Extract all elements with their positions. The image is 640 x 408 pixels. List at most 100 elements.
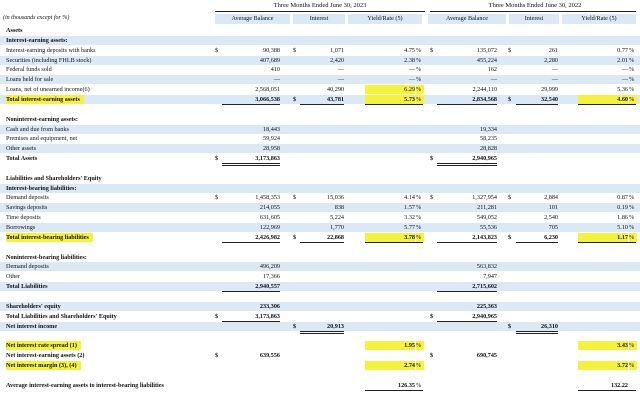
underline — [300, 241, 344, 243]
col-yield-2022: Yield/Rate (5) — [562, 14, 636, 24]
cell-y1: — — [408, 76, 415, 84]
row-label: Net interest income — [6, 322, 58, 330]
table-row: Assets — [0, 26, 640, 35]
row-label: Savings deposits — [6, 204, 48, 212]
underline — [516, 330, 558, 334]
col-interest-2022: Interest — [509, 14, 559, 24]
cell-y2: 132.22 — [610, 381, 628, 389]
cell-p2: % — [629, 86, 635, 94]
cell-i1: 40,290 — [326, 86, 344, 94]
table-row: Securities (including FHLB stock) 407,689… — [0, 55, 640, 65]
cell-i1: — — [337, 76, 344, 84]
cell-d4: $ — [508, 322, 512, 330]
cell-d2: $ — [293, 95, 297, 103]
cell-a1: 3,173,863 — [255, 155, 280, 163]
cell-i2: 2,280 — [544, 56, 558, 64]
underline — [222, 103, 280, 105]
cell-y1: — — [408, 66, 415, 74]
row-label: Time deposits — [6, 214, 41, 222]
cell-p2: % — [629, 66, 635, 74]
cell-a1: 17,366 — [262, 273, 280, 281]
cell-y1: 5.73 — [365, 94, 415, 104]
underline — [300, 103, 344, 105]
underline — [222, 163, 280, 167]
cell-y2: 5.36 — [617, 86, 628, 94]
row-label: Other — [6, 273, 21, 281]
table-row — [0, 164, 640, 173]
row-label: Total Liabilities — [6, 283, 48, 291]
cell-d3: $ — [430, 312, 434, 320]
cell-i1: 1,770 — [330, 224, 344, 231]
cell-a1: 2,940,557 — [255, 283, 280, 291]
cell-i1: 1,071 — [330, 46, 344, 54]
cell-p1: % — [416, 194, 422, 202]
table-row: Savings deposits 214,055 838 1.57% 211,281 10… — [0, 203, 640, 213]
table-row: Loans held for sale — — —% — — —% — [0, 75, 640, 85]
table-row: Interest-earning deposits with banks $90,… — [0, 46, 640, 55]
cell-a2: 1,327,954 — [472, 194, 497, 202]
cell-d4: $ — [508, 46, 512, 54]
cell-i1: 2,420 — [330, 56, 344, 64]
cell-a2: 211,281 — [477, 204, 497, 212]
cell-p2: % — [629, 224, 635, 231]
underline — [437, 241, 497, 243]
cell-a1: 214,055 — [259, 204, 280, 212]
cell-p1: % — [416, 56, 422, 64]
cell-y2: — — [621, 76, 628, 84]
table-row: Net interest income $20,913 $26,310 — [0, 321, 640, 334]
underline — [365, 389, 423, 391]
row-label: Total interest-bearing liabilities — [6, 232, 93, 242]
cell-p2: % — [629, 341, 637, 351]
cell-p2: % — [629, 94, 637, 104]
cell-y1: 1.95 — [365, 341, 415, 351]
cell-d2: $ — [293, 194, 297, 202]
cell-d1: $ — [215, 312, 219, 320]
cell-i2: 6,230 — [544, 233, 558, 241]
underline — [578, 389, 636, 391]
cell-d4: $ — [508, 194, 512, 202]
cell-d3: $ — [430, 46, 434, 54]
cell-a2: 2,143,823 — [472, 233, 497, 241]
cell-a1: — — [273, 76, 280, 84]
row-label: Loans, net of unearned income(6) — [6, 86, 90, 94]
cell-p1: % — [416, 360, 424, 370]
cell-a2: 549,052 — [476, 214, 497, 222]
underline — [437, 163, 497, 167]
cell-i1: 22,868 — [326, 233, 344, 241]
table-row — [0, 292, 640, 301]
cell-p1: % — [416, 214, 422, 222]
col-interest-2023: Interest — [293, 14, 345, 24]
cell-d1: $ — [215, 46, 219, 54]
row-label: Assets — [6, 27, 23, 34]
cell-y1: 3.78 — [365, 232, 415, 242]
cell-y2: 3.72 — [578, 360, 628, 370]
table-row: Noninterest-bearing liabilities: — [0, 253, 640, 262]
cell-p2: % — [629, 76, 635, 84]
table-row: Total interest-earning assets 3,066,538 $4… — [0, 94, 640, 105]
period-2023-header: Three Months Ended June 30, 2023 — [273, 2, 367, 9]
cell-d4: $ — [508, 233, 512, 241]
underline — [437, 291, 497, 293]
table-row: Demand deposits $1,458,353 $15,036 4.14% $1,… — [0, 193, 640, 202]
cell-i2: — — [551, 66, 558, 74]
table-row: Premises and equipment, net 59,924 58,235 — [0, 134, 640, 143]
cell-d1: $ — [215, 155, 219, 163]
row-label: Federal funds sold — [6, 66, 52, 74]
underline — [578, 103, 636, 105]
table-row — [0, 331, 640, 340]
cell-i2: 32,540 — [540, 95, 558, 103]
cell-p2: % — [629, 46, 635, 54]
cell-p2: % — [629, 194, 635, 202]
cell-i1: — — [337, 66, 344, 74]
cell-p1: % — [416, 341, 424, 351]
cell-p2: % — [629, 232, 637, 242]
cell-a1: 90,388 — [262, 46, 280, 54]
underline — [365, 241, 423, 243]
row-label: Noninterest-bearing liabilities: — [6, 253, 87, 261]
cell-i1: 5,224 — [330, 214, 344, 222]
cell-a2: 2,940,965 — [472, 155, 497, 163]
cell-a2: 58,235 — [479, 135, 497, 143]
row-label: Net interest rate spread (1) — [6, 341, 81, 351]
cell-y1: 5.77 — [404, 224, 415, 231]
cell-y2: 0.77 — [617, 46, 628, 54]
